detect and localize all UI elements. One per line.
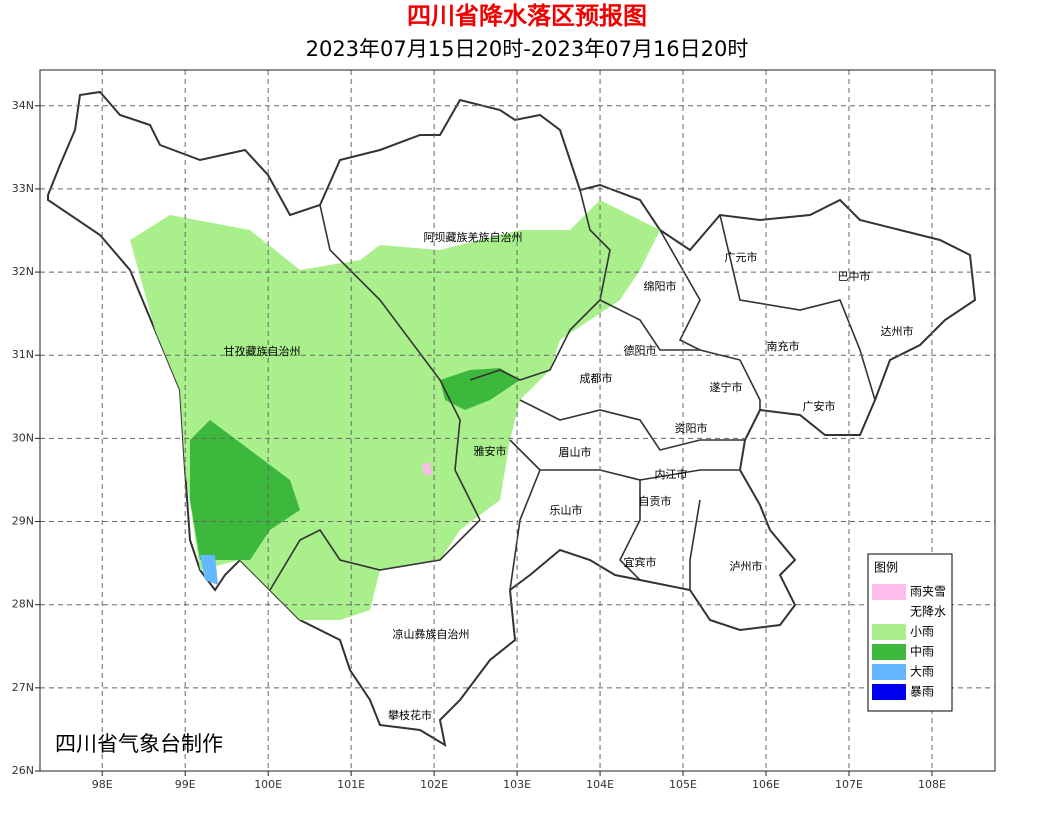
y-tick-label: 34N xyxy=(12,99,34,112)
region-label: 泸州市 xyxy=(730,559,763,573)
y-tick-label: 28N xyxy=(12,598,34,611)
border xyxy=(689,499,701,590)
legend-swatch xyxy=(872,664,906,680)
border xyxy=(540,469,641,581)
credit: 四川省气象台制作 xyxy=(55,732,223,756)
y-tick-label: 31N xyxy=(12,348,34,361)
title: 四川省降水落区预报图 xyxy=(407,2,647,30)
legend-label: 小雨 xyxy=(910,625,934,639)
legend-swatch xyxy=(872,604,906,620)
border xyxy=(519,399,745,451)
border xyxy=(639,469,740,481)
legend-swatch xyxy=(872,584,906,600)
moderate-rain-area xyxy=(190,420,300,560)
prefecture-borders xyxy=(269,189,876,591)
x-tick-label: 105E xyxy=(669,778,697,791)
x-tick-label: 103E xyxy=(503,778,531,791)
x-tick-label: 98E xyxy=(92,778,113,791)
border xyxy=(719,214,876,401)
border xyxy=(509,439,541,591)
border xyxy=(469,189,611,381)
region-label: 绵阳市 xyxy=(644,279,677,293)
region-label: 自贡市 xyxy=(639,494,672,508)
legend-label: 中雨 xyxy=(910,644,934,659)
region-label: 眉山市 xyxy=(559,445,592,459)
y-tick-label: 27N xyxy=(12,681,34,694)
x-tick-label: 106E xyxy=(752,778,780,791)
region-label: 攀枝花市 xyxy=(388,708,432,722)
region-label: 宜宾市 xyxy=(624,555,657,569)
region-label: 成都市 xyxy=(580,371,613,385)
region-label: 雅安市 xyxy=(474,444,507,458)
legend-swatch xyxy=(872,624,906,640)
x-tick-label: 99E xyxy=(175,778,196,791)
sleet-area xyxy=(422,462,432,476)
y-tick-label: 26N xyxy=(12,764,34,777)
y-tick-label: 32N xyxy=(12,265,34,278)
border xyxy=(269,519,481,591)
region-label: 资阳市 xyxy=(675,421,708,435)
x-tick-label: 108E xyxy=(918,778,946,791)
legend-swatch xyxy=(872,644,906,660)
region-label: 阿坝藏族羌族自治州 xyxy=(424,230,523,244)
heavy-rain-area xyxy=(200,555,218,585)
region-label: 广元市 xyxy=(725,250,758,264)
moderate-rain-area xyxy=(440,368,520,410)
legend-title: 图例 xyxy=(874,561,898,575)
region-label: 甘孜藏族自治州 xyxy=(224,344,301,358)
x-tick-label: 102E xyxy=(420,778,448,791)
region-label: 巴中市 xyxy=(838,269,871,283)
x-tick-label: 104E xyxy=(586,778,614,791)
legend-label: 大雨 xyxy=(910,665,934,679)
legend-label: 暴雨 xyxy=(910,685,934,699)
border xyxy=(319,204,481,521)
region-label: 凉山彝族自治州 xyxy=(393,627,470,641)
region-label: 南充市 xyxy=(767,339,800,353)
region-label: 内江市 xyxy=(655,467,688,481)
region-label: 广安市 xyxy=(803,399,836,413)
subtitle: 2023年07月15日20时-2023年07月16日20时 xyxy=(306,37,749,61)
x-tick-label: 101E xyxy=(337,778,365,791)
region-label: 德阳市 xyxy=(624,343,657,357)
region-label: 乐山市 xyxy=(550,503,583,517)
y-tick-label: 30N xyxy=(12,431,34,444)
y-tick-label: 29N xyxy=(12,515,34,528)
x-tick-label: 107E xyxy=(835,778,863,791)
legend-label: 无降水 xyxy=(910,605,946,619)
plot xyxy=(40,70,995,772)
border xyxy=(599,299,700,351)
region-label: 达州市 xyxy=(881,324,914,338)
legend-swatch xyxy=(872,684,906,700)
y-tick-label: 33N xyxy=(12,182,34,195)
region-label: 遂宁市 xyxy=(710,380,743,394)
x-tick-label: 100E xyxy=(254,778,282,791)
legend-label: 雨夹雪 xyxy=(910,585,946,599)
